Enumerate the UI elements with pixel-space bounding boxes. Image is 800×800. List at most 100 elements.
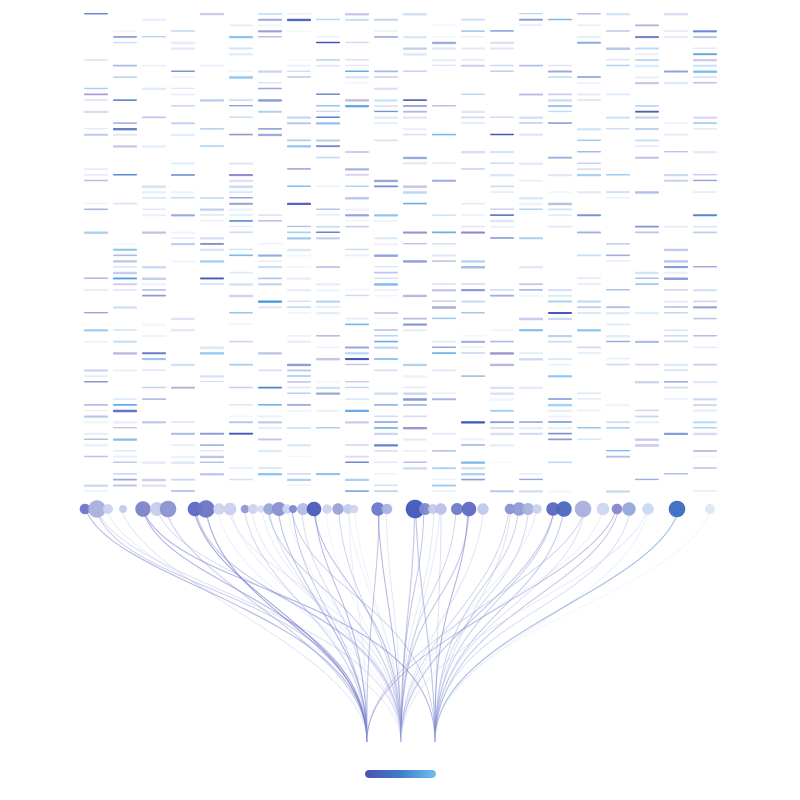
dash-mark	[461, 340, 485, 343]
dash-mark	[287, 254, 311, 257]
dash-mark	[664, 329, 688, 332]
dash-mark	[461, 168, 485, 170]
dash-mark	[229, 254, 253, 257]
dash-mark	[519, 116, 543, 119]
dash-mark	[84, 208, 108, 211]
dash-mark	[84, 128, 108, 130]
dash-mark	[84, 231, 108, 234]
dash-mark	[374, 110, 398, 113]
dash-mark	[142, 398, 166, 401]
dot	[381, 503, 393, 515]
flow-curve	[267, 511, 402, 743]
dash-mark	[693, 70, 717, 73]
dash-mark	[490, 432, 514, 436]
dash-mark	[229, 24, 253, 27]
dash-mark	[258, 133, 282, 137]
dash-mark	[345, 82, 369, 84]
dash-mark	[577, 254, 601, 257]
dash-mark	[316, 237, 340, 240]
dash-mark	[345, 490, 369, 492]
dash-mark	[374, 340, 398, 343]
dash-mark	[403, 185, 427, 188]
dash-mark	[113, 122, 137, 124]
dash-mark	[345, 248, 369, 251]
dash-mark	[374, 283, 398, 286]
dash-mark	[693, 36, 717, 39]
dash-mark	[519, 317, 543, 321]
dash-mark	[316, 59, 340, 61]
dash-mark	[432, 59, 456, 62]
flow-curve	[434, 511, 442, 743]
dot	[306, 501, 322, 517]
dash-mark	[316, 300, 340, 303]
dash-mark	[84, 93, 108, 96]
dash-mark	[693, 128, 717, 130]
dash-mark	[142, 461, 166, 464]
flow-curve	[400, 511, 648, 743]
dash-mark	[345, 358, 369, 361]
dash-mark	[606, 404, 630, 407]
dash-mark	[664, 36, 688, 38]
dot	[512, 502, 526, 516]
dot	[435, 503, 447, 515]
dash-mark	[606, 47, 630, 50]
dash-mark	[229, 197, 253, 199]
dash-mark	[432, 289, 456, 292]
dash-mark	[693, 381, 717, 384]
dash-mark	[171, 461, 195, 464]
dash-mark	[258, 87, 282, 90]
dash-mark	[200, 283, 224, 285]
flow-curve	[230, 511, 368, 743]
dash-mark	[519, 283, 543, 286]
dash-mark	[461, 461, 485, 464]
dash-mark	[548, 312, 572, 314]
dash-mark	[548, 174, 572, 177]
dash-mark	[693, 191, 717, 193]
dash-mark	[664, 30, 688, 32]
dash-mark	[113, 404, 137, 406]
dash-mark	[664, 289, 688, 291]
dash-mark	[229, 312, 253, 314]
dash-mark	[345, 317, 369, 320]
flow-curve	[143, 512, 368, 743]
dash-mark	[606, 254, 630, 257]
dash-mark	[693, 174, 717, 176]
dash-mark	[142, 289, 166, 291]
dash-mark	[287, 375, 311, 377]
dash-mark	[374, 312, 398, 315]
dash-mark	[229, 70, 253, 73]
dash-mark	[635, 415, 659, 418]
dash-mark	[490, 409, 514, 412]
flow-curve	[400, 511, 425, 743]
dash-mark	[229, 99, 253, 101]
dash-mark	[345, 294, 369, 297]
dash-mark	[461, 225, 485, 228]
dash-mark	[316, 214, 340, 216]
dash-mark	[693, 404, 717, 407]
dash-mark	[171, 243, 195, 246]
dash-mark	[374, 18, 398, 21]
dash-mark	[403, 116, 427, 119]
dash-mark	[461, 36, 485, 38]
dash-mark	[200, 208, 224, 211]
dash-mark	[403, 70, 427, 72]
dash-mark	[171, 231, 195, 234]
dash-mark	[606, 197, 630, 199]
dash-mark	[519, 237, 543, 240]
dash-mark	[171, 329, 195, 332]
dash-mark	[229, 162, 253, 165]
dash-mark	[693, 82, 717, 84]
dash-mark	[287, 404, 311, 406]
dash-mark	[229, 283, 253, 286]
flow-curve	[400, 512, 555, 743]
dash-mark	[345, 352, 369, 355]
dash-mark	[258, 30, 282, 33]
dash-mark	[461, 352, 485, 354]
dash-mark	[287, 139, 311, 142]
dash-mark	[84, 484, 108, 487]
dash-mark	[606, 312, 630, 315]
dash-mark	[229, 105, 253, 107]
dash-mark	[432, 340, 456, 343]
dash-mark	[345, 421, 369, 424]
dash-mark	[258, 386, 282, 389]
